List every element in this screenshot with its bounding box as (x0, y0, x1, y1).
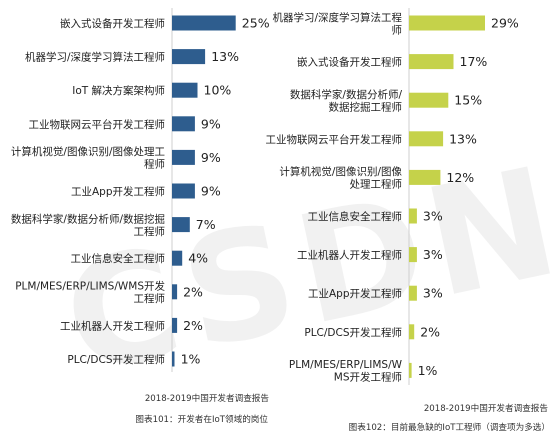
left-source-note: 2018-2019中国开发者调查报告 (145, 392, 270, 404)
bar (409, 285, 417, 301)
value-label: 13% (211, 49, 239, 64)
value-label: 7% (196, 217, 216, 232)
category-label: 工程师 (134, 225, 166, 238)
category-label: 工业信息安全工程师 (71, 252, 166, 265)
category-label: 数据科学家/数据分析师/ (290, 88, 403, 101)
category-label: MS开发工程师 (334, 371, 402, 384)
chart-it-roles: 嵌入式设备开发工程师 25% 机器学习/深度学习算法工程师 13% IoT 解决方案架构… (11, 8, 270, 425)
value-label: 3% (423, 209, 443, 224)
category-label: 嵌入式设备开发工程师 (297, 56, 402, 69)
category-label: 工业信息安全工程师 (308, 210, 403, 223)
bar (409, 362, 412, 378)
bar (172, 116, 195, 132)
value-label: 10% (204, 83, 232, 98)
value-label: 2% (183, 318, 203, 333)
value-label: 1% (418, 363, 438, 378)
bar (409, 169, 441, 185)
bar (172, 317, 178, 333)
category-label: 工业物联网云平台开发工程师 (266, 133, 403, 146)
bar (409, 208, 417, 224)
category-label: PLM/MES/ERP/LIMS/W (289, 359, 403, 371)
bar (409, 15, 485, 31)
right-source-note: 2018-2019中国开发者调查报告 (424, 402, 549, 414)
category-label: 处理工程师 (350, 178, 403, 191)
bar (409, 324, 415, 340)
bar (172, 217, 190, 233)
category-label: 工业App开发工程师 (71, 185, 165, 198)
right-figure-caption: 图表102：目前最急缺的IoT工程师（调查项为多选） (349, 421, 550, 433)
bar (172, 49, 206, 65)
category-label: 工业App开发工程师 (308, 287, 402, 300)
category-label: 嵌入式设备开发工程师 (60, 17, 165, 30)
value-label: 3% (423, 286, 443, 301)
bar (172, 351, 175, 367)
category-label: 机器学习/深度学习算法工程师 (25, 51, 165, 64)
chart-scarce-roles: 机器学习/深度学习算法工程师 29% 嵌入式设备开发工程师 17% 数据科学家/数据分析… (266, 8, 550, 433)
bar (172, 284, 178, 300)
value-label: 15% (454, 93, 482, 108)
bar (172, 183, 195, 199)
bar (172, 250, 183, 266)
category-label: PLM/MES/ERP/LIMS/WMS开发 (15, 280, 165, 293)
bar (409, 131, 444, 147)
category-label: 工业机器人开发工程师 (60, 319, 165, 332)
category-label: 数据科学家/数据分析师/数据挖掘 (11, 212, 165, 225)
category-label: 数据挖掘工程师 (329, 101, 403, 114)
value-label: 3% (423, 247, 443, 262)
bar (409, 247, 417, 263)
category-label: IoT 解决方案架构师 (72, 84, 165, 97)
bar (172, 149, 195, 165)
category-label: 师 (392, 23, 403, 36)
value-label: 9% (201, 150, 221, 165)
category-label: 程师 (144, 158, 165, 171)
value-label: 9% (201, 116, 221, 131)
value-label: 4% (188, 251, 208, 266)
value-label: 25% (242, 16, 270, 31)
value-label: 29% (491, 16, 519, 31)
category-label: PLC/DCS开发工程师 (304, 326, 402, 339)
bar (172, 82, 198, 98)
left-figure-caption: 图表101：开发者在IoT领域的岗位 (135, 413, 268, 425)
value-label: 17% (460, 54, 488, 69)
value-label: 1% (181, 352, 201, 367)
bar (409, 54, 454, 70)
value-label: 2% (420, 324, 440, 339)
bar (172, 15, 236, 31)
value-label: 13% (449, 131, 477, 146)
category-label: 计算机视觉/图像识别/图像 (279, 165, 402, 178)
bar (409, 92, 449, 108)
value-label: 12% (446, 170, 474, 185)
value-label: 9% (201, 184, 221, 199)
category-label: 工业机器人开发工程师 (297, 249, 402, 262)
value-label: 2% (183, 284, 203, 299)
category-label: 计算机视觉/图像识别/图像处理工 (11, 145, 165, 158)
category-label: 工业物联网云平台开发工程师 (29, 118, 166, 131)
category-label: 机器学习/深度学习算法工程 (272, 11, 402, 24)
category-label: 工程师 (134, 292, 166, 305)
category-label: PLC/DCS开发工程师 (67, 353, 165, 366)
